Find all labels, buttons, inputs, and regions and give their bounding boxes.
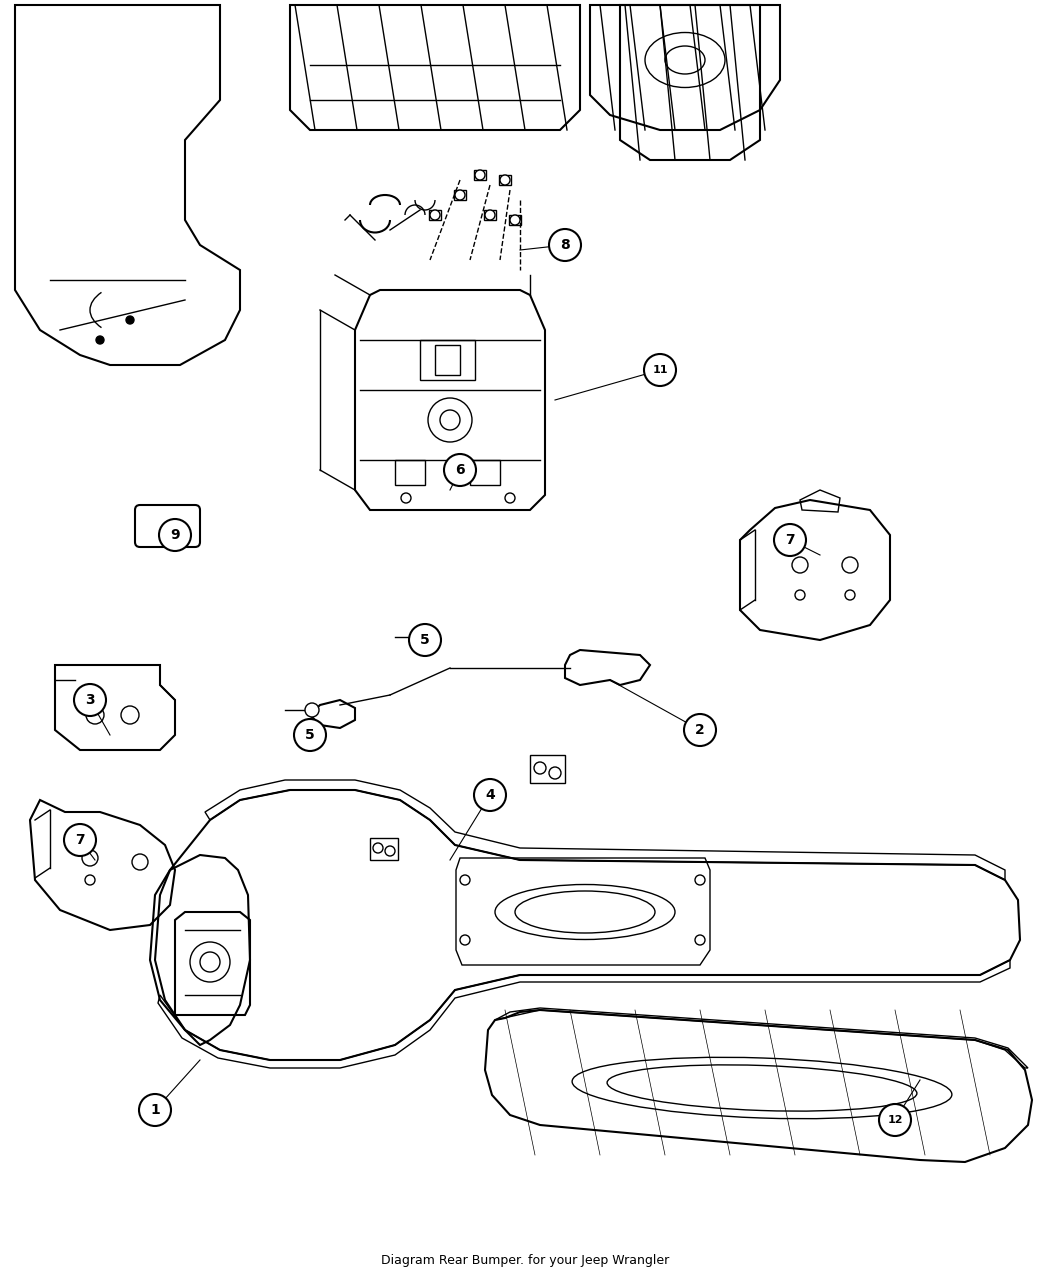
Bar: [420, 340, 475, 380]
Text: 11: 11: [652, 365, 668, 375]
Circle shape: [475, 170, 485, 180]
Bar: [470, 460, 500, 484]
Text: 2: 2: [695, 723, 705, 737]
Bar: [429, 210, 441, 221]
Circle shape: [159, 519, 191, 551]
Bar: [454, 190, 466, 200]
Circle shape: [644, 354, 676, 386]
Bar: [474, 170, 486, 180]
Circle shape: [413, 630, 427, 644]
Circle shape: [510, 215, 520, 224]
Bar: [499, 175, 511, 185]
Circle shape: [485, 210, 495, 221]
Circle shape: [294, 719, 325, 751]
Circle shape: [455, 190, 465, 200]
Circle shape: [430, 210, 440, 221]
Circle shape: [474, 779, 506, 811]
Bar: [484, 210, 496, 221]
Bar: [370, 838, 398, 861]
Text: 8: 8: [560, 238, 570, 252]
Circle shape: [304, 703, 319, 717]
Text: 5: 5: [420, 632, 429, 646]
Bar: [435, 346, 460, 375]
Circle shape: [410, 623, 441, 657]
Circle shape: [139, 1094, 171, 1126]
Circle shape: [444, 454, 476, 486]
Circle shape: [684, 714, 716, 746]
Circle shape: [500, 175, 510, 185]
Bar: [395, 460, 425, 484]
Text: Diagram Rear Bumper. for your Jeep Wrangler: Diagram Rear Bumper. for your Jeep Wrang…: [381, 1255, 669, 1267]
Circle shape: [64, 824, 96, 856]
Bar: [530, 755, 565, 783]
Text: 3: 3: [85, 694, 94, 708]
Circle shape: [549, 230, 581, 261]
Circle shape: [126, 316, 134, 324]
Circle shape: [74, 683, 106, 717]
Circle shape: [96, 337, 104, 344]
Text: 12: 12: [887, 1116, 903, 1125]
Circle shape: [879, 1104, 911, 1136]
Text: 9: 9: [170, 528, 180, 542]
Text: 7: 7: [76, 833, 85, 847]
Circle shape: [774, 524, 806, 556]
Text: 7: 7: [785, 533, 795, 547]
Bar: [509, 215, 521, 224]
Text: 1: 1: [150, 1103, 160, 1117]
Text: 6: 6: [456, 463, 465, 477]
Text: 4: 4: [485, 788, 495, 802]
Text: 5: 5: [306, 728, 315, 742]
